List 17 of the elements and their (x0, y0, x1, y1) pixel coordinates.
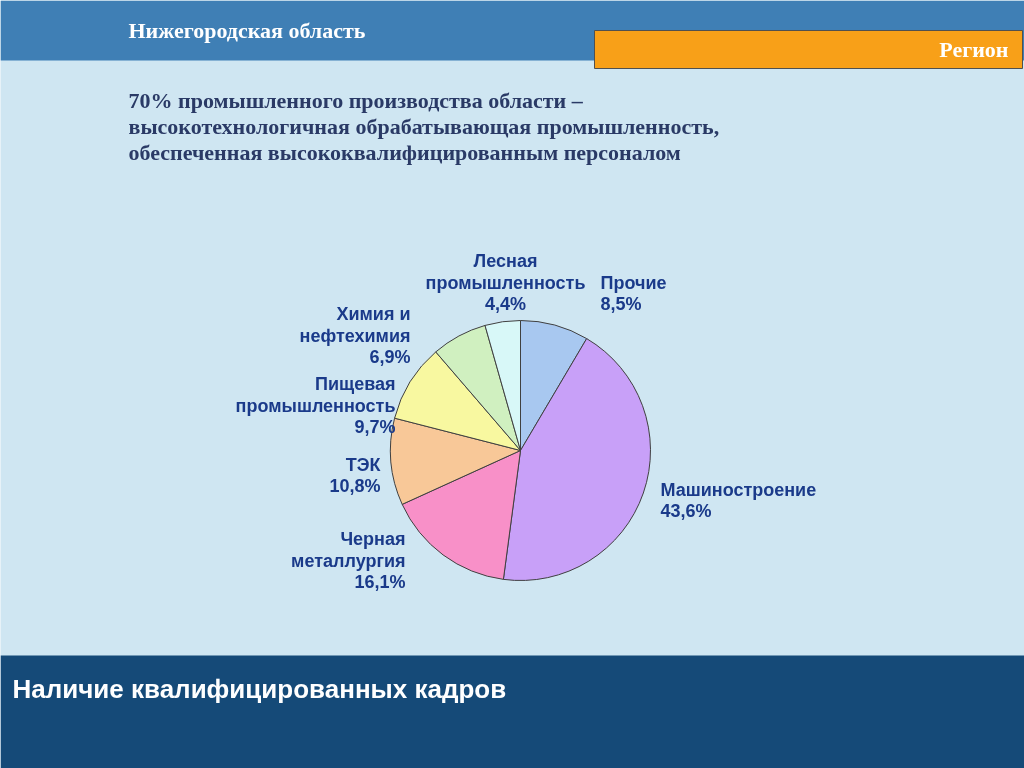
text: Регион (939, 37, 1009, 62)
slice-label: Машиностроение (660, 479, 817, 500)
data-label: 16,1% (354, 572, 406, 593)
slice-label: Прочие (600, 272, 667, 293)
data-label: 4,4% (484, 294, 527, 315)
data-label: 10,8% (329, 476, 381, 497)
data-label: 43,6% (660, 501, 712, 522)
slice-label: Лесная промышленность (425, 250, 586, 293)
slice-label: Химия и нефтехимия (299, 303, 411, 346)
slice-label: Черная металлургия (291, 528, 406, 571)
slice-label: Пищевая промышленность (235, 373, 396, 416)
data-label: 8,5% (600, 294, 642, 315)
text: Наличие квалифицированных кадров (12, 673, 507, 704)
data-label: 6,9% (369, 347, 411, 368)
chart-title: Нижегородская область (128, 18, 366, 43)
slice-label: ТЭК (345, 454, 382, 475)
chart-subtitle: 70% промышленного производства области – высокотехнологичная обрабатывающая промышленность, обеспеченная высококвалифицированным персоналом (128, 87, 720, 166)
